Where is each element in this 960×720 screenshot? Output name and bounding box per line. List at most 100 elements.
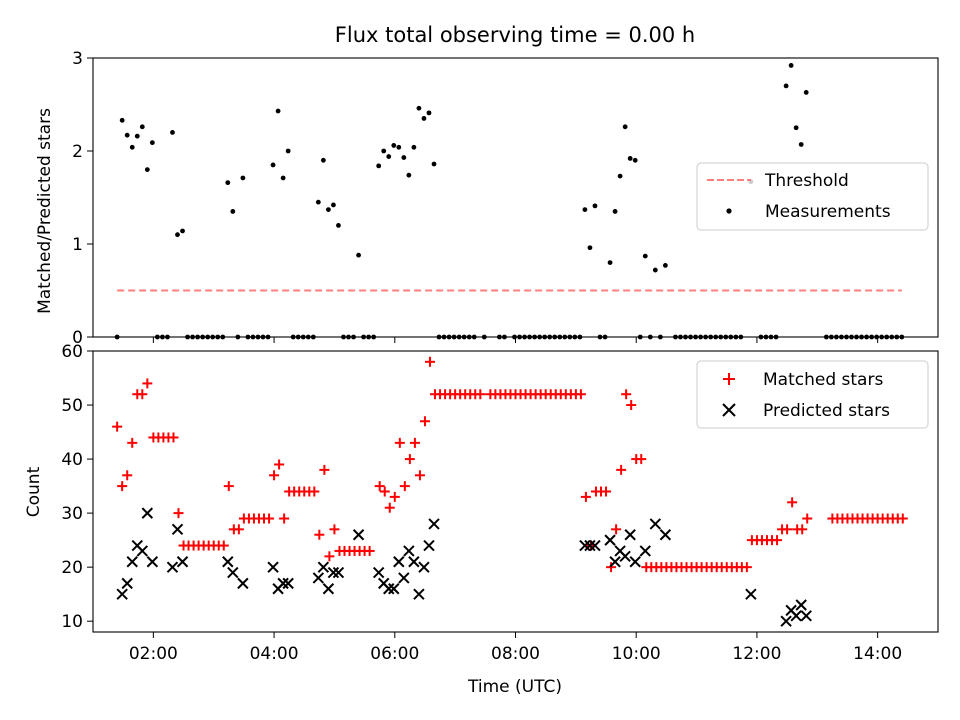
- legend-matched-swatch: [723, 373, 735, 385]
- measurement-point: [406, 172, 412, 178]
- matched-star-point: [394, 437, 405, 448]
- chart-title: Flux total observing time = 0.00 h: [335, 23, 695, 47]
- matched-star-point: [409, 437, 420, 448]
- predicted-star-point: [790, 610, 802, 622]
- measurement-point: [144, 167, 150, 173]
- top-y-tick-label: 0: [72, 328, 83, 348]
- top-legend-box: [696, 162, 929, 231]
- matched-star-point: [223, 481, 234, 492]
- predicted-star-point: [146, 556, 159, 568]
- measurement-point: [285, 148, 291, 154]
- measurement-point: [170, 130, 175, 135]
- measurement-point: [793, 125, 799, 131]
- predicted-star-point: [227, 566, 239, 579]
- measurement-point: [180, 228, 185, 234]
- predicted-star-point: [383, 583, 395, 595]
- measurement-point: [280, 175, 286, 181]
- matched-star-point: [782, 524, 793, 535]
- bottom-y-tick-label: 30: [61, 504, 83, 524]
- measurement-point: [783, 83, 789, 89]
- measurement-point: [124, 132, 130, 138]
- matched-star-point: [802, 513, 813, 524]
- bottom-y-axis-label: Count: [24, 466, 44, 517]
- predicted-star-point: [604, 534, 616, 546]
- measurement-point: [119, 117, 125, 123]
- matched-star-point: [741, 562, 752, 573]
- predicted-star-point: [584, 539, 596, 552]
- bottom-x-tick-label: 06:00: [370, 644, 419, 664]
- matched-star-point: [329, 524, 340, 535]
- measurement-point: [396, 144, 402, 150]
- matched-star-point: [274, 459, 285, 470]
- predicted-star-point: [116, 588, 128, 600]
- top-panel: Matched/Predicted stars 0 1 2 3: [35, 49, 939, 348]
- top-y-tick-label: 3: [72, 49, 83, 69]
- bottom-panel: Count 10 20 30 40 50 60 02:00 04:00 06:00 08:00 1…: [24, 342, 939, 664]
- bottom-x-tick-label: 04:00: [250, 644, 299, 664]
- matched-star-point: [112, 421, 123, 432]
- measurement-point: [315, 199, 321, 205]
- bottom-y-tick-label: 60: [61, 342, 83, 362]
- x-axis-label: Time (UTC): [467, 677, 562, 697]
- matched-star-point: [314, 529, 325, 540]
- bottom-x-tick-label: 14:00: [853, 644, 902, 664]
- measurement-point: [798, 142, 804, 147]
- measurement-point: [270, 162, 276, 168]
- predicted-star-point: [408, 556, 420, 568]
- predicted-star-point: [332, 566, 345, 579]
- top-axes-frame: [92, 57, 939, 338]
- predicted-star-point: [589, 539, 601, 552]
- predicted-star-point: [176, 556, 189, 568]
- predicted-star-point: [171, 523, 184, 536]
- legend-predicted-label: Predicted stars: [763, 401, 890, 421]
- measurement-point: [803, 90, 809, 95]
- matched-star-point: [414, 470, 425, 481]
- predicted-star-point: [800, 610, 812, 622]
- matched-star-point: [173, 508, 184, 519]
- measurement-point: [607, 260, 613, 265]
- measurement-point: [381, 148, 387, 154]
- measurement-point: [391, 143, 397, 148]
- measurement-point: [788, 63, 794, 68]
- bottom-x-tick-label: 08:00: [491, 644, 540, 664]
- matched-star-point: [787, 497, 798, 508]
- predicted-star-point: [619, 550, 631, 563]
- matched-star-point: [797, 524, 808, 535]
- measurement-point: [325, 207, 331, 212]
- top-y-axis-label: Matched/Predicted stars: [35, 108, 55, 314]
- matched-star-point: [127, 437, 138, 448]
- bottom-x-tick-label: 10:00: [612, 644, 661, 664]
- matched-star-point: [399, 481, 410, 492]
- predicted-star-point: [166, 561, 179, 573]
- predicted-star-point: [393, 556, 405, 568]
- matched-star-point: [897, 513, 908, 524]
- matched-star-point: [168, 432, 179, 443]
- measurement-point: [642, 253, 648, 259]
- bottom-y-tick-label: 40: [61, 450, 83, 470]
- measurement-point: [356, 252, 361, 258]
- predicted-star-point: [624, 529, 636, 541]
- measurement-point: [421, 116, 427, 121]
- matched-star-point: [279, 513, 290, 524]
- matched-star-point: [137, 389, 148, 400]
- matched-star-point: [269, 470, 280, 481]
- matched-star-point: [475, 389, 486, 400]
- matched-star-point: [384, 502, 395, 513]
- matched-star-point: [264, 513, 275, 524]
- matched-star-point: [122, 470, 133, 481]
- measurement-point: [129, 144, 135, 150]
- predicted-star-point: [327, 566, 340, 579]
- predicted-star-point: [418, 561, 430, 573]
- matched-star-point: [404, 454, 415, 465]
- bottom-plot-marks: [112, 356, 908, 627]
- predicted-star-point: [237, 577, 249, 590]
- predicted-star-point: [629, 556, 641, 568]
- predicted-star-point: [136, 545, 148, 557]
- predicted-star-point: [372, 566, 385, 579]
- matched-star-point: [575, 389, 586, 400]
- matched-star-point: [772, 535, 783, 546]
- legend-threshold-label: Threshold: [764, 171, 849, 191]
- matched-star-point: [324, 551, 335, 562]
- predicted-star-point: [403, 545, 415, 557]
